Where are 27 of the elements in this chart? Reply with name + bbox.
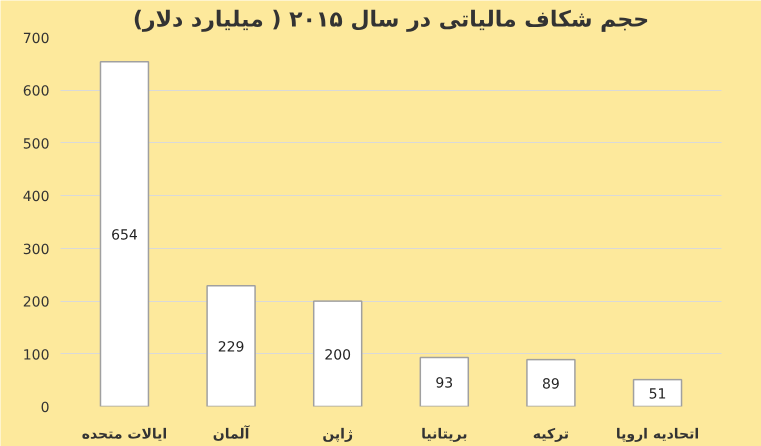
x-tick-label: ترکیه (532, 426, 570, 442)
y-tick-label: 700 (22, 31, 50, 47)
bar (526, 358, 576, 406)
data-label: 51 (648, 386, 666, 403)
bar (632, 378, 682, 406)
bar (100, 61, 150, 406)
x-tick-label: اتحادیه اروپا (616, 426, 700, 442)
y-tick-label: 400 (22, 189, 50, 206)
y-tick-label: 500 (22, 136, 50, 152)
data-label: 200 (324, 347, 352, 364)
x-tick-label: آلمان (212, 424, 251, 442)
bar (312, 300, 362, 406)
x-tick-label: ایالات متحده (82, 426, 168, 442)
y-tick-label: 0 (40, 400, 50, 416)
y-tick-label: 200 (22, 294, 50, 311)
bar (206, 285, 256, 406)
x-tick-label: بریتانیا (421, 426, 468, 442)
data-label: 229 (218, 340, 244, 356)
data-label: 89 (542, 376, 560, 393)
y-tick-label: 600 (22, 84, 50, 100)
data-label: 654 (111, 228, 138, 244)
x-tick-label: ژاپن (322, 426, 354, 442)
chart-title: حجم شکاف مالیاتی در سال ۲۰۱۵ ( میلیارد دلار) (132, 8, 650, 32)
data-label: 93 (435, 375, 454, 392)
y-tick-label: 100 (22, 347, 50, 364)
bar (420, 356, 470, 406)
y-tick-label: 300 (22, 242, 50, 258)
